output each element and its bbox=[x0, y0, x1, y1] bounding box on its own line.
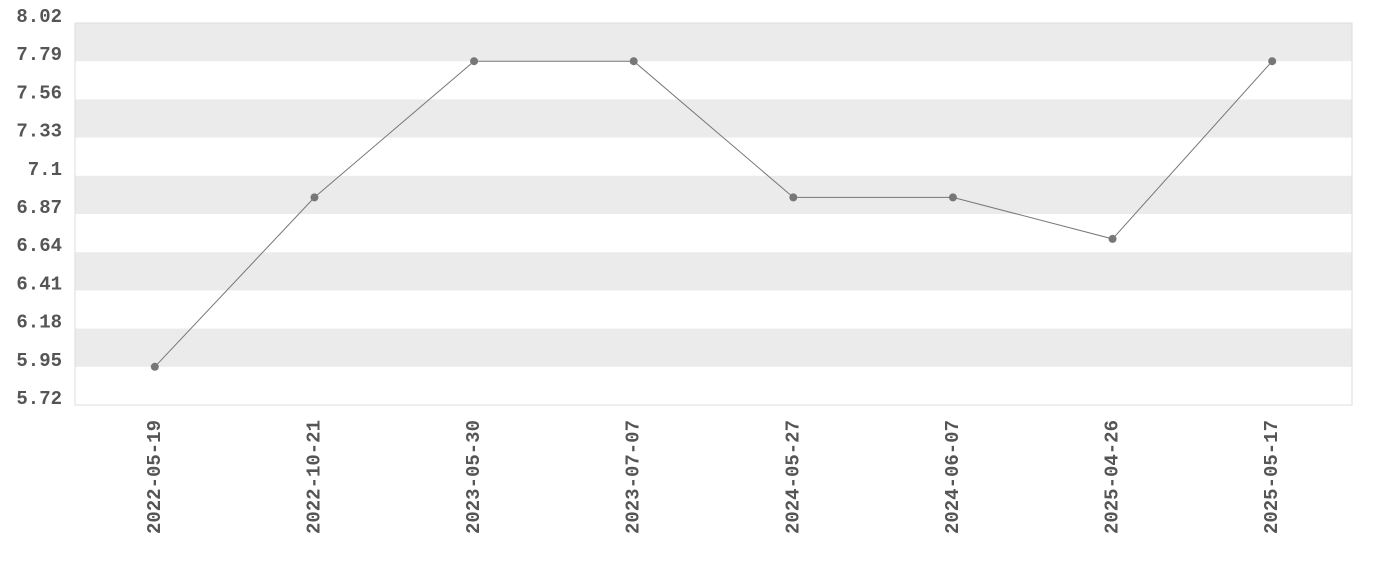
grid-band bbox=[75, 328, 1352, 367]
point bbox=[629, 57, 638, 66]
grid-band bbox=[75, 23, 1352, 62]
point bbox=[1108, 234, 1117, 243]
x-tick-label: 2025-05-17 bbox=[1261, 420, 1283, 534]
y-tick-label: 6.64 bbox=[16, 235, 62, 257]
y-tick-label: 8.02 bbox=[16, 6, 62, 28]
x-tick-label: 2022-10-21 bbox=[303, 420, 325, 534]
x-tick-label: 2024-05-27 bbox=[782, 420, 804, 534]
y-tick-label: 5.95 bbox=[16, 350, 62, 372]
y-tick-label: 7.33 bbox=[16, 121, 62, 143]
grid-band bbox=[75, 252, 1352, 291]
x-tick-label: 2022-05-19 bbox=[144, 420, 166, 534]
point bbox=[948, 193, 957, 202]
y-tick-label: 7.56 bbox=[16, 82, 62, 104]
x-tick-label: 2024-06-07 bbox=[942, 420, 964, 534]
point bbox=[1268, 57, 1277, 66]
y-tick-label: 7.79 bbox=[16, 44, 62, 66]
grid-band bbox=[75, 99, 1352, 138]
x-tick-label: 2023-05-30 bbox=[463, 420, 485, 534]
point bbox=[470, 57, 479, 66]
x-tick-label: 2023-07-07 bbox=[623, 420, 645, 534]
line bbox=[154, 60, 1273, 368]
point bbox=[310, 193, 319, 202]
point bbox=[150, 362, 159, 371]
y-tick-label: 6.41 bbox=[16, 273, 62, 295]
y-tick-label: 6.87 bbox=[16, 197, 62, 219]
grid-band bbox=[75, 175, 1352, 214]
point bbox=[789, 193, 798, 202]
x-tick-label: 2025-04-26 bbox=[1102, 420, 1124, 534]
y-tick-label: 7.1 bbox=[28, 159, 62, 181]
y-tick-label: 6.18 bbox=[16, 312, 62, 334]
plot-border bbox=[74, 22, 1353, 406]
y-tick-label: 5.72 bbox=[16, 388, 62, 410]
